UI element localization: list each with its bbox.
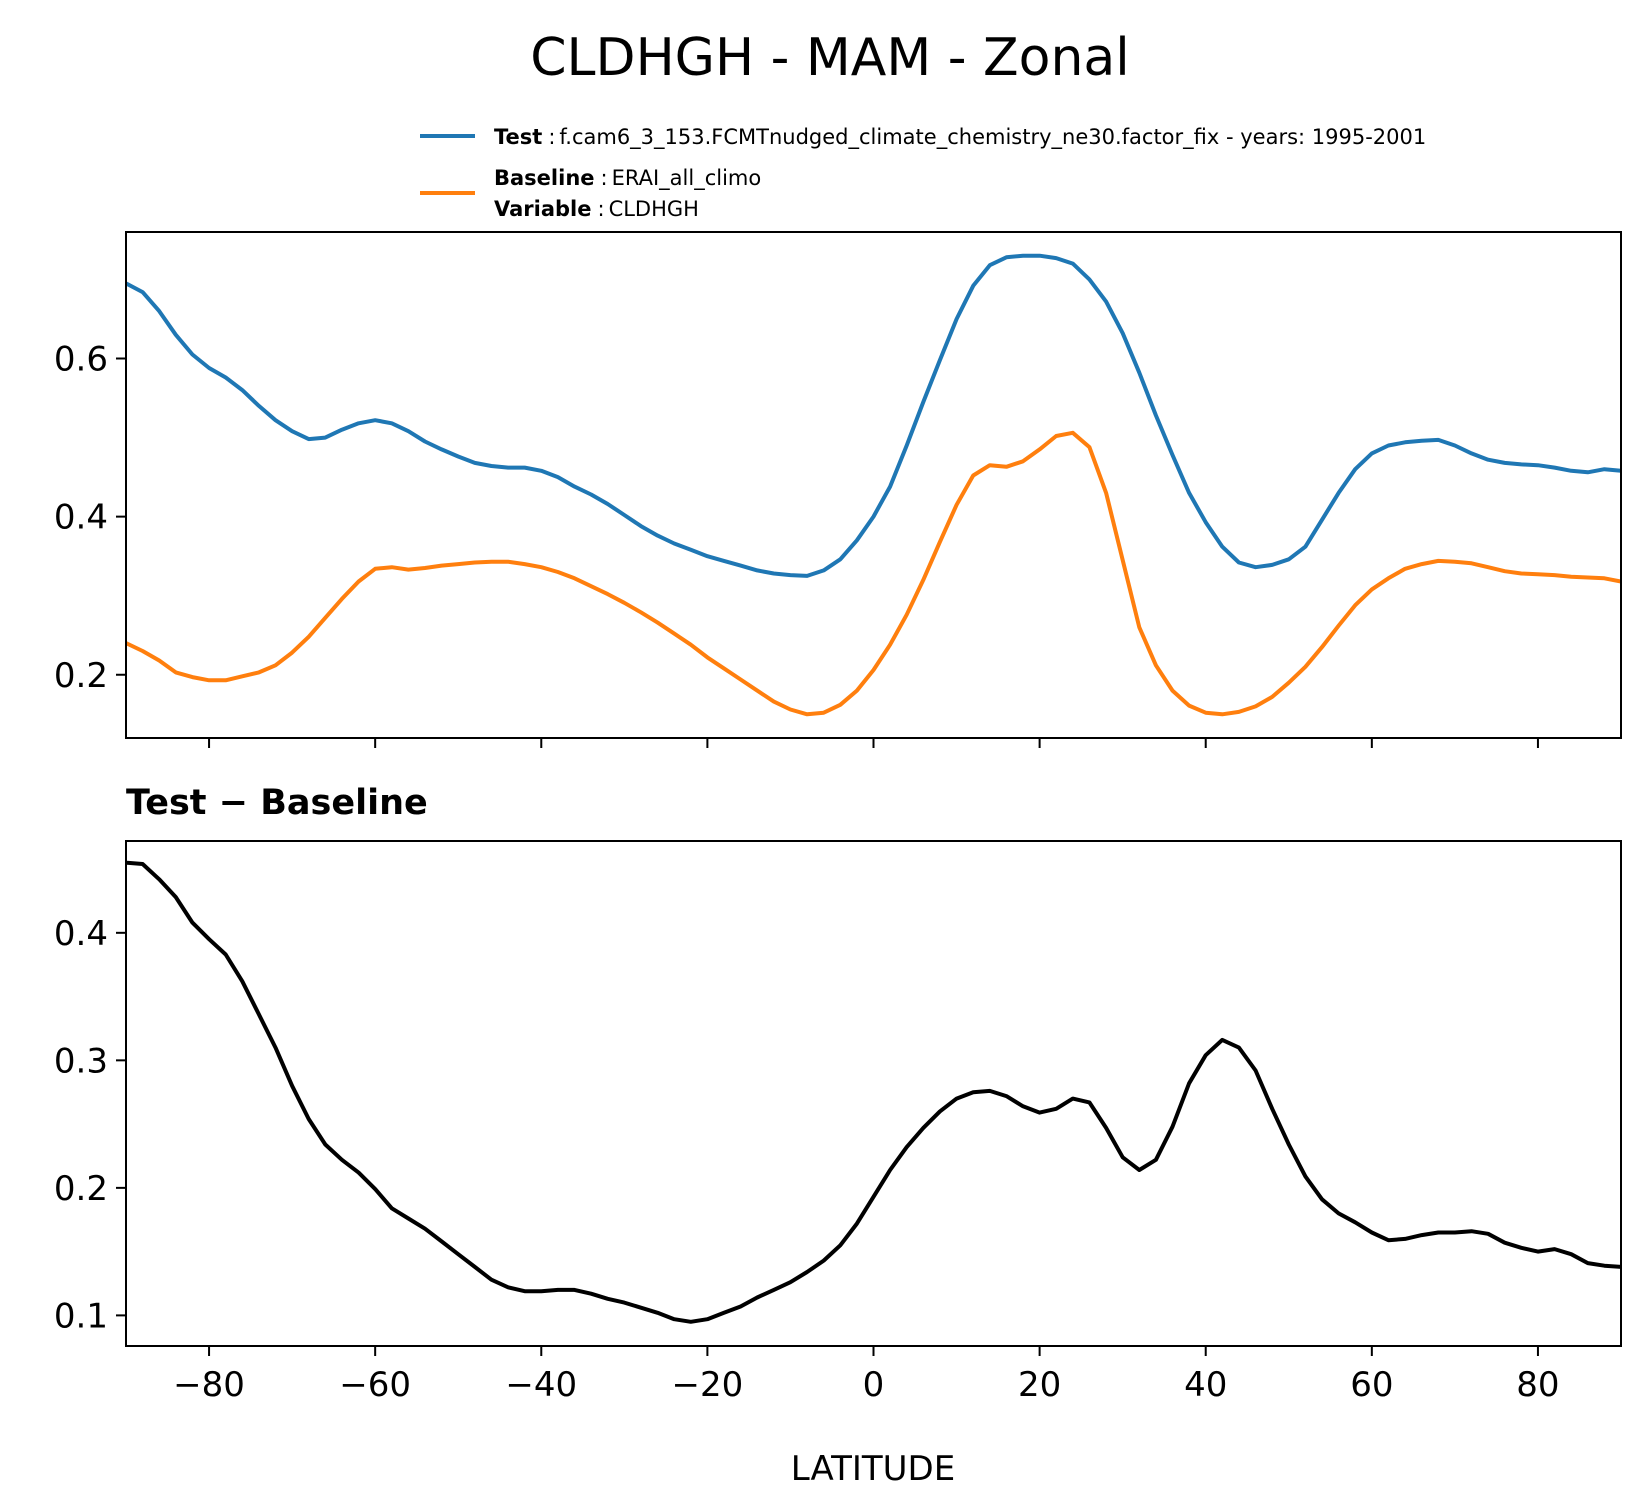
difference-panel: 0.1 0.2 0.3 0.4 −80 −60 −40 −20 0 20 40 60 80 bbox=[54, 840, 1622, 1405]
legend-baseline-key: Baseline bbox=[494, 166, 595, 190]
diff-ytick-label: 0.1 bbox=[54, 1296, 108, 1336]
diff-ytick-label: 0.2 bbox=[54, 1169, 108, 1209]
diff-xtick-label: −40 bbox=[505, 1365, 577, 1405]
diff-series-difference-line bbox=[126, 860, 1621, 1324]
diff-xtick-label: −20 bbox=[672, 1365, 744, 1405]
legend-sep-3: : bbox=[597, 197, 604, 221]
legend-variable-value: CLDHGH bbox=[609, 197, 699, 221]
legend-baseline-value: ERAI_all_climo bbox=[612, 166, 762, 191]
top-ytick-label: 0.2 bbox=[54, 656, 108, 696]
legend-test-key: Test bbox=[494, 125, 542, 149]
diff-xtick-label: −80 bbox=[173, 1365, 245, 1405]
diff-xtick-label: 20 bbox=[1018, 1365, 1061, 1405]
figure-title: CLDHGH - MAM - Zonal bbox=[530, 28, 1129, 88]
diff-ytick-label: 0.3 bbox=[54, 1041, 108, 1081]
top-ytick-label: 0.6 bbox=[54, 340, 108, 380]
difference-panel-title: Test − Baseline bbox=[126, 783, 428, 823]
x-axis-label: LATITUDE bbox=[791, 1449, 955, 1489]
diff-xtick-label: 0 bbox=[863, 1365, 885, 1405]
legend-test-label: Test: f.cam6_3_153.FCMTnudged_climate_che… bbox=[494, 125, 1426, 150]
diff-xtick-label: −60 bbox=[339, 1365, 411, 1405]
legend: Test: f.cam6_3_153.FCMTnudged_climate_che… bbox=[420, 125, 1426, 221]
legend-test-value: f.cam6_3_153.FCMTnudged_climate_chemistr… bbox=[559, 125, 1426, 150]
diff-xtick-label: 60 bbox=[1350, 1365, 1393, 1405]
legend-sep-1: : bbox=[548, 125, 555, 149]
legend-variable-key: Variable bbox=[494, 197, 591, 221]
legend-baseline-label: Baseline: ERAI_all_climo bbox=[494, 166, 761, 191]
top-series-test-line bbox=[126, 253, 1621, 578]
top-panel: 0.2 0.4 0.6 bbox=[54, 231, 1622, 748]
legend-sep-2: : bbox=[601, 166, 608, 190]
legend-variable-label: Variable: CLDHGH bbox=[494, 197, 699, 221]
top-series-baseline-line bbox=[126, 430, 1621, 717]
top-ytick-label: 0.4 bbox=[54, 498, 108, 538]
diff-xtick-label: 40 bbox=[1184, 1365, 1227, 1405]
diff-ytick-label: 0.4 bbox=[54, 914, 108, 954]
diff-xtick-label: 80 bbox=[1516, 1365, 1559, 1405]
